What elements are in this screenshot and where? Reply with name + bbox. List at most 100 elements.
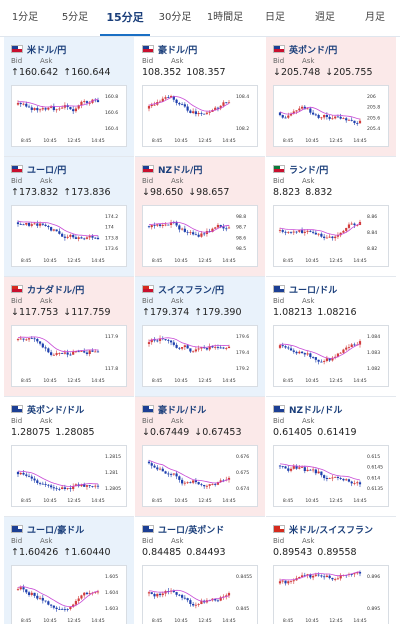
tab-3[interactable]: 30分足 [158,12,192,23]
candle [38,597,42,599]
x-tick-label: 8:45 [21,498,31,504]
ask-label: Ask [302,297,315,305]
candle [186,106,189,111]
moving-average-line [279,571,361,581]
mini-chart[interactable]: 1.2815 1.281 1.2805 8:45 10:45 12:45 14:45 [11,445,127,507]
pair-name[interactable]: ユーロ/豪ドル [27,525,85,536]
rate-card[interactable]: 米ドル/円 Bid Ask ↑160.642 ↑160.644 160.8 160.6 160… [4,37,134,157]
mini-chart[interactable]: 117.9 117.8 8:45 10:45 12:45 14:45 [11,325,127,387]
mini-chart[interactable]: 0.615 0.6145 0.614 0.6135 8:45 10:45 12:45 14:4… [273,445,389,507]
rate-card[interactable]: スイスフラン/円 Bid Ask ↑179.374 ↑179.390 179.6 179.4… [135,277,265,397]
candle [16,589,20,591]
rate-card[interactable]: 英ポンド/ドル Bid Ask 1.28075 1.28085 1.2815 1.281 1.… [4,397,134,517]
ask-label: Ask [40,417,53,425]
tab-4[interactable]: 1時間足 [206,12,244,23]
pair-name[interactable]: ユーロ/英ポンド [158,525,225,536]
ask-value: 0.89558 [317,547,357,558]
tab-1[interactable]: 5分足 [61,12,89,23]
pair-name[interactable]: カナダドル/円 [27,285,85,296]
pair-name[interactable]: ユーロ/円 [27,165,67,176]
candle [320,575,323,577]
pair-name[interactable]: ランド/円 [289,165,329,176]
rate-card[interactable]: 豪ドル/ドル Bid Ask ↓0.67449 ↓0.67453 0.676 0.675 0.… [135,397,265,517]
candle [58,488,61,490]
mini-chart[interactable]: 0.8455 0.845 8:45 10:45 12:45 14:45 [142,565,258,624]
mini-chart[interactable]: 206 205.8 205.6 205.4 8:45 10:45 12:45 14:45 [273,85,389,147]
rate-card[interactable]: ユーロ/英ポンド Bid Ask 0.84485 0.84493 0.8455 0.845 8… [135,517,265,624]
candle [30,224,33,226]
tab-2[interactable]: 15分足 [100,0,150,36]
x-tick-label: 12:45 [198,498,211,504]
candle [194,349,197,352]
bid-label: Bid [11,537,23,545]
candle [350,344,353,348]
rate-card[interactable]: 米ドル/スイスフラン Bid Ask 0.89543 0.89558 0.896 0.895… [266,517,396,624]
candle [358,572,362,574]
rate-card[interactable]: 英ポンド/円 Bid Ask ↓205.748 ↓205.755 206 205.8 205.… [266,37,396,157]
candle [281,115,284,118]
mini-chart[interactable]: 160.8 160.6 160.4 8:45 10:45 12:45 14:45 [11,85,127,147]
rate-card[interactable]: ランド/円 Bid Ask 8.823 8.832 8.86 8.84 8.82 8:45 10:… [266,157,396,277]
mini-chart[interactable]: 8.86 8.84 8.82 8:45 10:45 12:45 14:45 [273,205,389,267]
tab-7[interactable]: 月足 [365,12,385,23]
candle [192,111,195,113]
candle [306,574,309,576]
candle [300,351,304,354]
flag-icon [11,285,23,293]
pair-name[interactable]: 豪ドル/円 [158,45,198,56]
pair-name[interactable]: スイスフラン/円 [158,285,225,296]
moving-average-line [279,223,361,236]
candle [306,353,309,355]
candle [88,350,91,354]
pair-name[interactable]: 英ポンド/ドル [27,405,85,416]
pair-name[interactable]: NZドル/ドル [289,405,343,416]
pair-name[interactable]: 英ポンド/円 [289,45,338,56]
y-tick-label: 206 [367,94,376,100]
candle [183,482,186,484]
rate-card[interactable]: NZドル/円 Bid Ask ↓98.650 ↓98.657 98.8 98.7 98.6 98… [135,157,265,277]
candle [328,116,331,119]
rate-card[interactable]: ユーロ/ドル Bid Ask 1.08213 1.08216 1.084 1.083 1.08… [266,277,396,397]
candle [339,574,342,579]
candle [33,108,36,110]
candle [334,356,337,358]
tab-0[interactable]: 1分足 [11,12,39,23]
mini-chart[interactable]: 1.605 1.604 1.603 8:45 10:45 12:45 14:45 [11,565,127,624]
candle [347,479,351,482]
pair-name[interactable]: ユーロ/ドル [289,285,338,296]
candle [58,353,61,354]
candle [175,344,178,348]
mini-chart[interactable]: 108.4 108.2 8:45 10:45 12:45 14:45 [142,85,258,147]
candle [47,107,50,110]
tab-6[interactable]: 週足 [315,12,335,23]
candle [334,236,337,239]
card-header: 英ポンド/円 [273,43,338,56]
candle [69,354,72,356]
mini-chart[interactable]: 98.8 98.7 98.6 98.5 8:45 10:45 12:45 14:45 [142,205,258,267]
rate-card[interactable]: ユーロ/豪ドル Bid Ask ↑1.60426 ↑1.60440 1.605 1.604 1… [4,517,134,624]
tab-5[interactable]: 日足 [265,12,285,23]
pair-name[interactable]: 米ドル/円 [27,45,67,56]
pair-name[interactable]: NZドル/円 [158,165,203,176]
bid-value: 1.28075 [11,427,51,438]
pair-name[interactable]: 豪ドル/ドル [158,405,207,416]
candle [284,231,287,233]
x-tick-label: 14:45 [353,378,366,384]
rate-card[interactable]: ユーロ/円 Bid Ask ↑173.832 ↑173.836 174.2 174 173.8… [4,157,134,277]
x-tick-label: 10:45 [174,378,187,384]
y-tick-label: 1.082 [367,366,380,372]
mini-chart[interactable]: 0.676 0.675 0.674 8:45 10:45 12:45 14:45 [142,445,258,507]
rate-card[interactable]: NZドル/ドル Bid Ask 0.61405 0.61419 0.615 0.6145 0.… [266,397,396,517]
mini-chart[interactable]: 174.2 174 173.8 173.6 8:45 10:45 12:45 14:45 [11,205,127,267]
candle [284,117,287,119]
rate-card[interactable]: 豪ドル/円 Bid Ask 108.352 108.357 108.4 108.2 8:45 1… [135,37,265,157]
ask-label: Ask [302,537,315,545]
rate-card[interactable]: カナダドル/円 Bid Ask ↓117.753 ↓117.759 117.9 117.8 8… [4,277,134,397]
pair-name[interactable]: 米ドル/スイスフラン [289,525,374,536]
ask-label: Ask [40,177,53,185]
mini-chart[interactable]: 0.896 0.895 8:45 10:45 12:45 14:45 [273,565,389,624]
candle [197,482,200,485]
mini-chart[interactable]: 179.6 179.4 179.2 8:45 10:45 12:45 14:45 [142,325,258,387]
mini-chart[interactable]: 1.084 1.083 1.082 8:45 10:45 12:45 14:45 [273,325,389,387]
quote-values: 0.61405 0.61419 [273,427,357,438]
